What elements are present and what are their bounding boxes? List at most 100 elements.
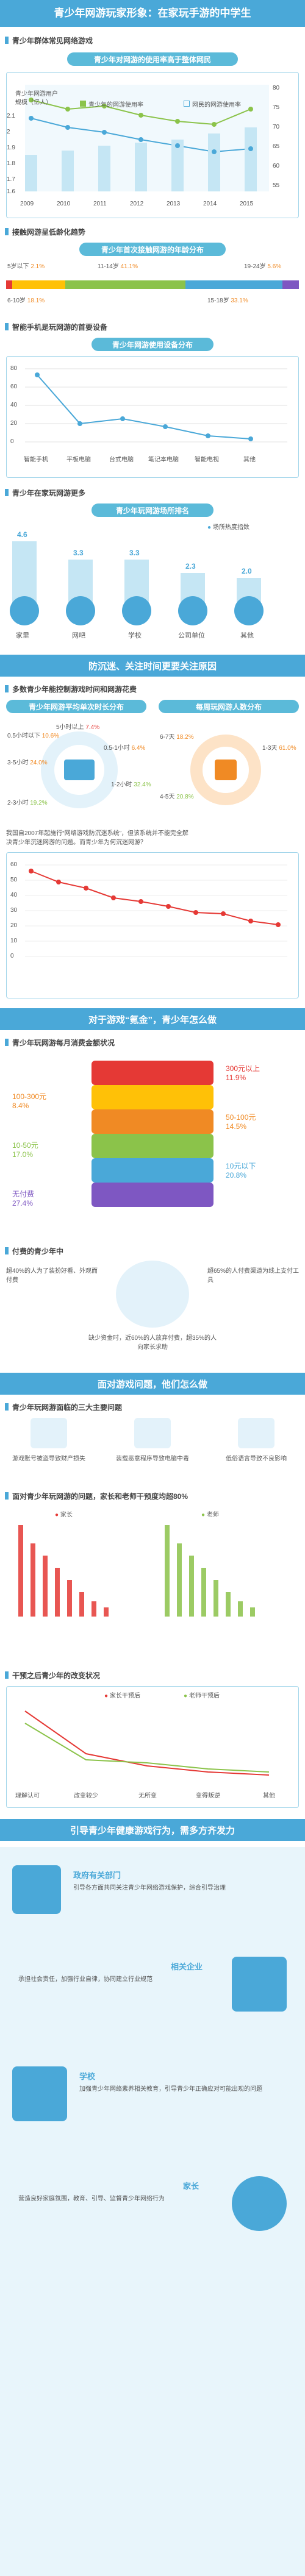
- device-5: 其他: [243, 457, 256, 463]
- reason-tick-6: 0: [10, 953, 14, 959]
- addiction-text: 我国自2007年起施行“网络游戏防沉迷系统”，但该系统并不能完全解决青少年沉迷网…: [6, 830, 188, 846]
- internet-cafe-icon: [66, 596, 95, 625]
- time-slice-0: 5小时以上 7.4%: [56, 724, 100, 731]
- section5-pill-right: 每周玩网游人数分布: [159, 700, 299, 713]
- legend-parent: ● 家长: [55, 1512, 73, 1518]
- year-2: 2011: [93, 201, 107, 207]
- problem-2: 低俗语言导致不良影响: [226, 1456, 287, 1462]
- section1-pill: 青少年对网游的使用率高于整体网民: [67, 52, 238, 66]
- y-left-tick-1: 2: [7, 129, 10, 135]
- layer-label-2: 50-100元 14.5%: [226, 1113, 256, 1131]
- virus-icon: [134, 1418, 171, 1448]
- section5-pill-left: 青少年网游平均单次时长分布: [6, 700, 146, 713]
- age-seg-3: [185, 280, 283, 289]
- device-dots: [35, 372, 253, 441]
- time-slice-2: 0.5-1小时 6.4%: [104, 745, 146, 752]
- year-3: 2012: [130, 201, 144, 207]
- pay-header: 付费的青少年中: [5, 1246, 63, 1256]
- legend-after: ● 老师干预后: [184, 1693, 220, 1699]
- layer-label-0: 300元以上 11.9%: [226, 1064, 260, 1082]
- teacher-change-line: [24, 1723, 270, 1773]
- layer-label-4: 10元以下 20.8%: [226, 1162, 256, 1179]
- problems: 游戏账号被盗导致财产损失 装载恶意程序导致电脑中毒 低俗语言导致不良影响: [6, 1418, 299, 1485]
- age-label-4: 19-24岁 5.6%: [244, 263, 282, 270]
- change-chart: ● 家长干预后 ● 老师干预后 理解认可 改变较少 无所变 变得叛逆 其他: [6, 1686, 299, 1808]
- year-5: 2014: [203, 201, 217, 207]
- device-0: 智能手机: [24, 457, 48, 463]
- year-4: 2013: [167, 201, 181, 207]
- reason-dots: [29, 869, 281, 927]
- reason-tick-2: 40: [10, 892, 18, 898]
- place-label-3: 公司单位: [178, 632, 205, 639]
- place-value-1: 3.3: [73, 549, 84, 557]
- title-bar: 青少年网游玩家形象：在家玩手游的中学生: [0, 0, 305, 27]
- teen-bars: [25, 127, 257, 191]
- age-label-2: 11-14岁 41.1%: [98, 263, 138, 270]
- government-icon: [12, 1865, 61, 1914]
- week-donut-svg: [190, 735, 261, 805]
- time-slice-3: 3-5小时 24.0%: [7, 760, 48, 766]
- section8-header: 青少年玩网游面临的三大主要问题: [5, 1402, 122, 1412]
- device-1: 平板电脑: [66, 457, 91, 463]
- school-text: 加强青少年网络素养相关教育，引导青少年正确应对可能出现的问题: [79, 2086, 262, 2093]
- change-1: 改变较少: [74, 1793, 98, 1799]
- age-distribution: 5岁以下 2.1% 11-14岁 41.1% 19-24岁 5.6% 6-10岁…: [6, 260, 299, 315]
- layer-5: [92, 1183, 214, 1207]
- gov-title: 政府有关部门: [73, 1871, 121, 1880]
- time-donut-svg: [41, 731, 118, 808]
- section5-header: 多数青少年能控制游戏时间和网游花费: [5, 684, 137, 694]
- layer-label-5: 无付费 27.4%: [12, 1190, 35, 1208]
- change-4: 其他: [263, 1793, 275, 1799]
- section3-pill: 青少年网游使用设备分布: [92, 338, 214, 351]
- age-label-0: 5岁以下 2.1%: [7, 263, 45, 270]
- other-icon: [234, 596, 264, 625]
- y-left-tick-4: 1.7: [7, 176, 15, 183]
- section4-pill: 青少年玩网游场所排名: [92, 503, 214, 517]
- year-0: 2009: [20, 201, 34, 207]
- intervention-svg: [18, 1525, 255, 1617]
- week-slice-2: 4-5天 20.8%: [160, 794, 194, 800]
- time-slice-4: 1-2小时 32.4%: [111, 781, 151, 788]
- all-dots: [29, 116, 253, 154]
- reason-chart: 60 50 40 30 20 10 0: [6, 852, 299, 998]
- usage-chart: 青少年网游用户 规模（亿人） 青少年的网游使用率 网民的网游使用率 80 75 …: [6, 72, 299, 218]
- section9-banner: 引导青少年健康游戏行为，需多方齐发力: [0, 1819, 305, 1841]
- reason-tick-4: 20: [10, 922, 18, 929]
- coin-icon: [116, 1261, 189, 1328]
- dev-tick-0: 80: [10, 365, 18, 372]
- reason-tick-0: 60: [10, 861, 18, 868]
- layer-4: [92, 1158, 214, 1183]
- section1-header: 青少年群体常见网络游戏: [5, 35, 93, 46]
- layer-label-3: 10-50元 17.0%: [12, 1141, 38, 1159]
- place-value-2: 3.3: [129, 549, 140, 557]
- device-4: 智能电视: [195, 457, 219, 463]
- dev-tick-2: 40: [10, 402, 18, 408]
- parent-change-line: [24, 1710, 270, 1776]
- enterprise-icon: [232, 1957, 287, 2012]
- place-label-0: 家里: [16, 632, 29, 639]
- device-line: [37, 374, 251, 439]
- place-label-1: 网吧: [72, 632, 85, 639]
- place-value-0: 4.6: [17, 530, 27, 539]
- place-ranking: 4.6 3.3 3.3 2.3 2.0 家里 网吧 学校 公司单位 其他: [6, 530, 299, 646]
- usage-chart-svg: [25, 85, 269, 191]
- problem-1: 装载恶意程序导致电脑中毒: [116, 1456, 189, 1462]
- usage-ylabel-2: 规模（亿人）: [15, 99, 52, 106]
- chat-icon: [238, 1418, 274, 1448]
- legend-teacher: ● 老师: [201, 1512, 219, 1518]
- home-icon: [10, 596, 39, 625]
- calendar-icon: [215, 760, 237, 780]
- section7-banner: 对于游戏“氪金”，青少年怎么做: [0, 1008, 305, 1030]
- lock-icon: [30, 1418, 67, 1448]
- family-title: 家长: [183, 2182, 199, 2191]
- y-right-tick-4: 60: [273, 163, 280, 169]
- reason-tick-3: 30: [10, 907, 18, 914]
- legend-before: ● 家长干预后: [104, 1693, 140, 1699]
- y-right-tick-5: 55: [273, 182, 280, 189]
- layer-2: [92, 1109, 214, 1134]
- family-icon: [232, 2176, 287, 2231]
- week-slice-1: 1-3天 61.0%: [262, 745, 296, 752]
- dev-tick-3: 20: [10, 420, 18, 427]
- place-label-4: 其他: [240, 632, 254, 639]
- y-right-tick-1: 75: [273, 104, 280, 111]
